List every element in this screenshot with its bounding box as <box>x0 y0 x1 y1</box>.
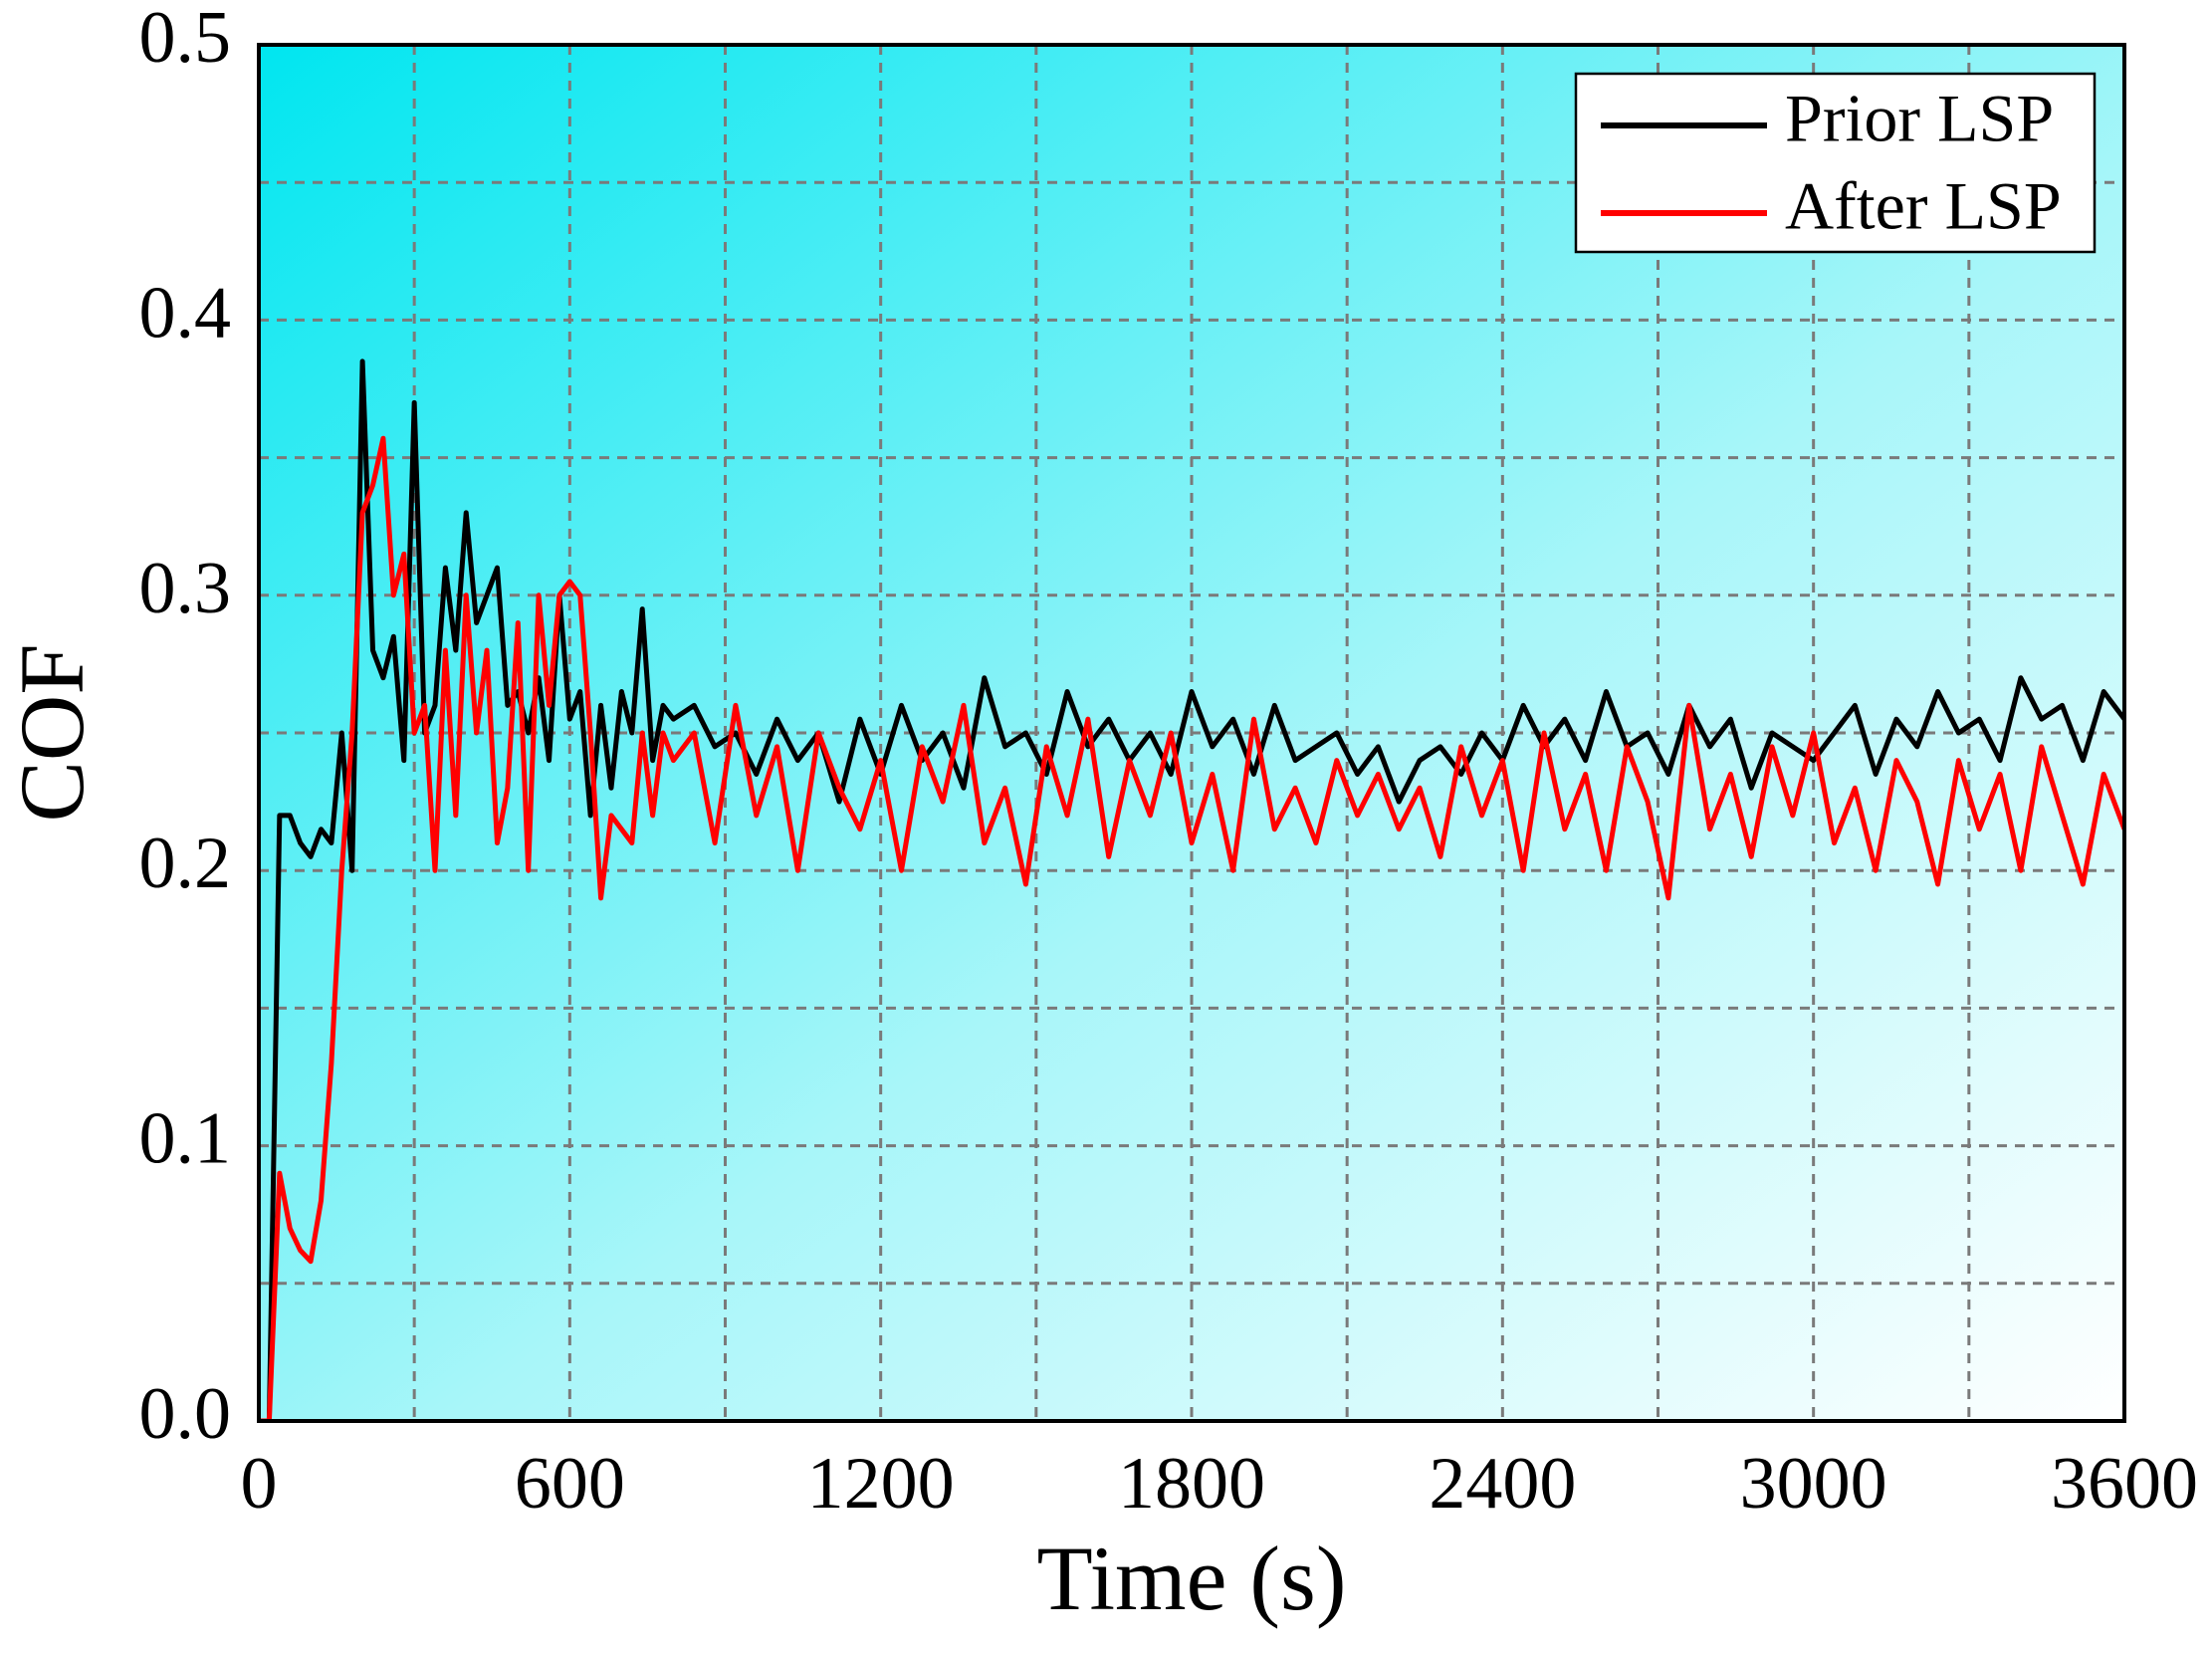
y-tick-label: 0.3 <box>139 548 232 629</box>
x-tick-label: 0 <box>241 1443 278 1525</box>
y-tick-label: 0.5 <box>139 0 232 79</box>
y-tick-label: 0.2 <box>139 823 232 904</box>
legend-box <box>1574 72 2097 254</box>
legend-label: After LSP <box>1785 168 2062 244</box>
x-tick-label: 3000 <box>1740 1443 1887 1525</box>
series-line <box>259 358 2124 1421</box>
x-tick-label: 2400 <box>1429 1443 1576 1525</box>
y-tick-label: 0.1 <box>139 1098 232 1180</box>
lines <box>259 358 2124 1421</box>
y-tick-label: 0.0 <box>139 1373 232 1455</box>
x-tick-label: 3600 <box>2051 1443 2198 1525</box>
y-tick-label: 0.4 <box>139 272 232 354</box>
x-tick-label: 1800 <box>1118 1443 1265 1525</box>
y-axis-title: COF <box>1 644 103 823</box>
legend-label: Prior LSP <box>1785 81 2054 156</box>
series-line <box>259 435 2124 1421</box>
ticks: 0 600 1200 1800 2400 3000 3600 0.0 0.1 0.2 0.3 0.4 0… <box>139 0 2199 1525</box>
legend: Prior LSP After LSP <box>1574 72 2097 254</box>
x-axis-title: Time (s) <box>1037 1528 1347 1629</box>
x-tick-label: 600 <box>515 1443 625 1525</box>
plot-frame <box>257 43 2126 1423</box>
x-tick-label: 1200 <box>807 1443 955 1525</box>
